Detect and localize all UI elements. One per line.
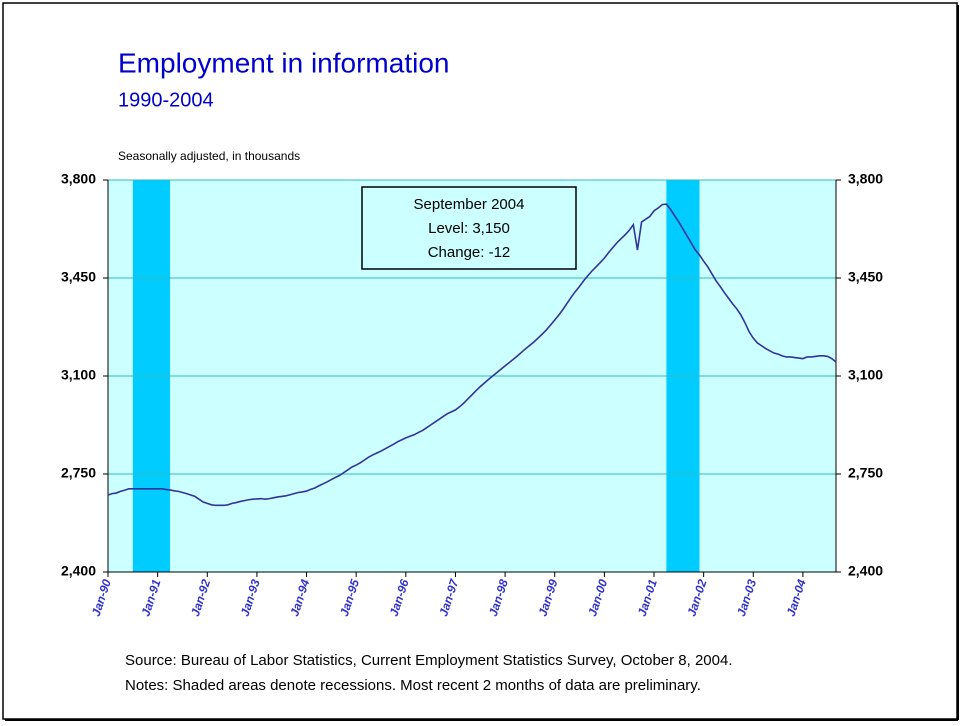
y-tick-label: 2,400 [61,563,96,579]
y2-tick-label: 2,750 [848,465,883,481]
annotation-text: Level: 3,150 [428,220,510,237]
y-tick-label: 2,750 [61,465,96,481]
y2-tick-label: 3,800 [848,171,883,187]
y-tick-label: 3,450 [61,269,96,285]
y2-tick-label: 3,100 [848,367,883,383]
annotation-text: Change: -12 [428,244,511,261]
notes: Notes: Shaded areas denote recessions. M… [125,677,701,694]
chart-title: Employment in information [118,47,449,78]
y-tick-label: 3,800 [61,171,96,187]
data-line [107,203,837,507]
source: Source: Bureau of Labor Statistics, Curr… [125,652,733,669]
chart-subtitle: 1990-2004 [118,89,214,111]
y2-tick-label: 3,450 [848,269,883,285]
y-tick-label: 3,100 [61,367,96,383]
annotation-text: September 2004 [414,196,525,213]
annotation-box [361,186,577,270]
y-axis-label: Seasonally adjusted, in thousands [118,149,300,163]
y2-tick-label: 2,400 [848,563,883,579]
